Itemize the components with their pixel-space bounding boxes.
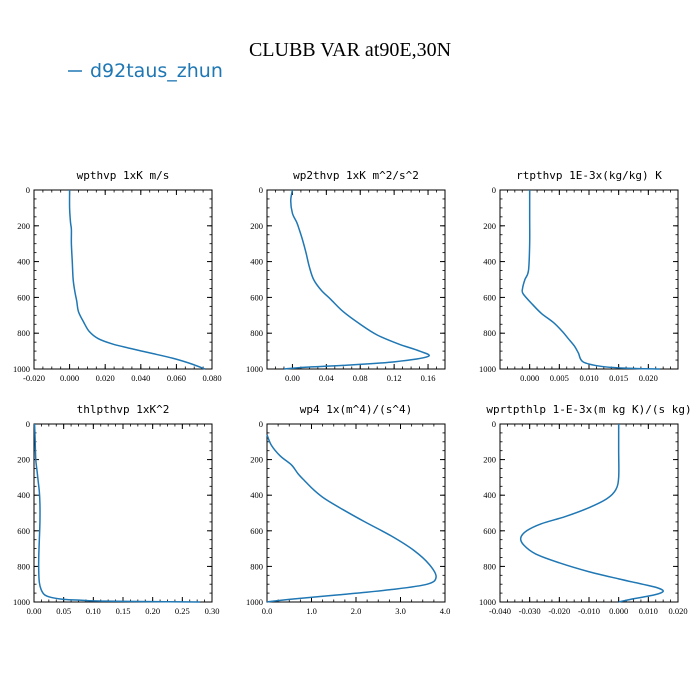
y-tick-label: 1000: [246, 364, 263, 374]
y-tick-label: 600: [250, 526, 263, 536]
y-tick-label: 400: [250, 490, 263, 500]
x-tick-label: 0.040: [131, 373, 150, 383]
y-tick-label: 800: [250, 328, 263, 338]
y-tick-label: 800: [483, 328, 496, 338]
series-line: [33, 423, 201, 603]
x-tick-label: 2.0: [351, 606, 362, 616]
y-tick-label: 400: [483, 490, 496, 500]
panel-title: rtpthvp 1E-3x(kg/kg) K: [516, 169, 662, 182]
plot-frame: [499, 189, 679, 370]
x-tick-label: 0.010: [579, 373, 598, 383]
x-tick-label: 0.04: [319, 373, 335, 383]
panel-title: wp4 1x(m^4)/(s^4): [300, 403, 413, 416]
panel-title: wprtpthlp 1-E-3x(m kg K)/(s kg): [486, 403, 691, 416]
y-tick-label: 400: [483, 257, 496, 267]
panel-6: wprtpthlp 1-E-3x(m kg K)/(s kg) 0 200 400 60…: [479, 403, 692, 616]
series-line: [68, 189, 206, 370]
x-tick-label: 0.16: [421, 373, 436, 383]
x-tick-label: 4.0: [440, 606, 451, 616]
y-tick-label: 400: [250, 257, 263, 267]
y-tick-label: 1000: [13, 597, 30, 607]
x-tick-label: 0.25: [175, 606, 190, 616]
x-tick-label: 0.12: [387, 373, 402, 383]
x-tick-label: 0.060: [167, 373, 186, 383]
y-tick-label: 800: [250, 561, 263, 571]
series-line: [519, 423, 664, 603]
y-tick-label: 200: [250, 221, 263, 231]
panel-title: thlpthvp 1xK^2: [77, 403, 170, 416]
x-tick-label: 0.010: [639, 606, 658, 616]
y-tick-label: 600: [483, 292, 496, 302]
x-tick-label: 0.005: [550, 373, 569, 383]
x-tick-label: -0.020: [548, 606, 570, 616]
plot-frame: [33, 423, 213, 603]
x-tick-label: 0.08: [353, 373, 368, 383]
x-tick-label: 0.080: [202, 373, 221, 383]
series-line: [266, 434, 437, 603]
x-tick-label: -0.030: [519, 606, 541, 616]
y-tick-label: 400: [17, 257, 30, 267]
y-tick-label: 0: [26, 185, 30, 195]
x-tick-label: -0.010: [578, 606, 600, 616]
y-tick-label: 0: [26, 419, 30, 429]
x-tick-label: 0.10: [86, 606, 101, 616]
y-tick-label: 800: [17, 328, 30, 338]
plot-frame: [266, 423, 446, 603]
y-tick-label: 1000: [479, 597, 496, 607]
y-tick-label: 400: [17, 490, 30, 500]
x-tick-label: 0.000: [609, 606, 628, 616]
y-tick-label: 0: [492, 185, 496, 195]
figure-title: CLUBB VAR at90E,30N: [249, 39, 451, 61]
y-tick-label: 0: [259, 185, 263, 195]
x-tick-label: 0.05: [56, 606, 71, 616]
y-tick-label: 200: [17, 455, 30, 465]
plot-frame: [33, 189, 213, 370]
y-tick-label: 600: [17, 292, 30, 302]
x-tick-label: -0.020: [23, 373, 45, 383]
y-tick-label: 800: [17, 561, 30, 571]
y-tick-label: 800: [483, 561, 496, 571]
x-tick-label: 0.20: [145, 606, 160, 616]
x-tick-label: 0.020: [668, 606, 687, 616]
y-tick-label: 200: [483, 455, 496, 465]
y-tick-label: 600: [483, 526, 496, 536]
y-tick-label: 0: [259, 419, 263, 429]
series-line: [283, 189, 430, 370]
legend-label: d92taus_zhun: [90, 60, 223, 82]
x-tick-label: 0.020: [96, 373, 115, 383]
y-tick-label: 1000: [13, 364, 30, 374]
x-tick-label: 0.015: [609, 373, 628, 383]
y-tick-label: 600: [17, 526, 30, 536]
x-tick-label: 0.0: [262, 606, 273, 616]
x-tick-label: 0.00: [285, 373, 300, 383]
x-tick-label: 0.000: [520, 373, 539, 383]
x-tick-label: 0.020: [639, 373, 658, 383]
y-tick-label: 200: [483, 221, 496, 231]
x-tick-label: 1.0: [306, 606, 317, 616]
panel-2: wp2thvp 1xK m^2/s^2 0 200 400 600 800 1000 0.00…: [246, 169, 446, 383]
series-line: [521, 190, 661, 370]
y-tick-label: 1000: [246, 597, 263, 607]
x-tick-label: 0.000: [60, 373, 79, 383]
y-tick-label: 200: [17, 221, 30, 231]
x-tick-label: 0.30: [205, 606, 220, 616]
y-tick-label: 1000: [479, 364, 496, 374]
y-tick-label: 600: [250, 292, 263, 302]
x-tick-label: 3.0: [395, 606, 406, 616]
panel-title: wpthvp 1xK m/s: [77, 169, 170, 182]
panel-title: wp2thvp 1xK m^2/s^2: [293, 169, 419, 182]
x-tick-label: -0.040: [489, 606, 511, 616]
y-tick-label: 0: [492, 419, 496, 429]
x-tick-label: 0.00: [27, 606, 42, 616]
panel-1: wpthvp 1xK m/s 0 200 400 600 800 1000-0.020 0.0…: [13, 169, 222, 383]
x-tick-label: 0.15: [116, 606, 131, 616]
y-tick-label: 200: [250, 455, 263, 465]
plot-frame: [499, 423, 679, 603]
panel-3: rtpthvp 1E-3x(kg/kg) K 0 200 400 600 800 1000 0…: [479, 169, 679, 383]
